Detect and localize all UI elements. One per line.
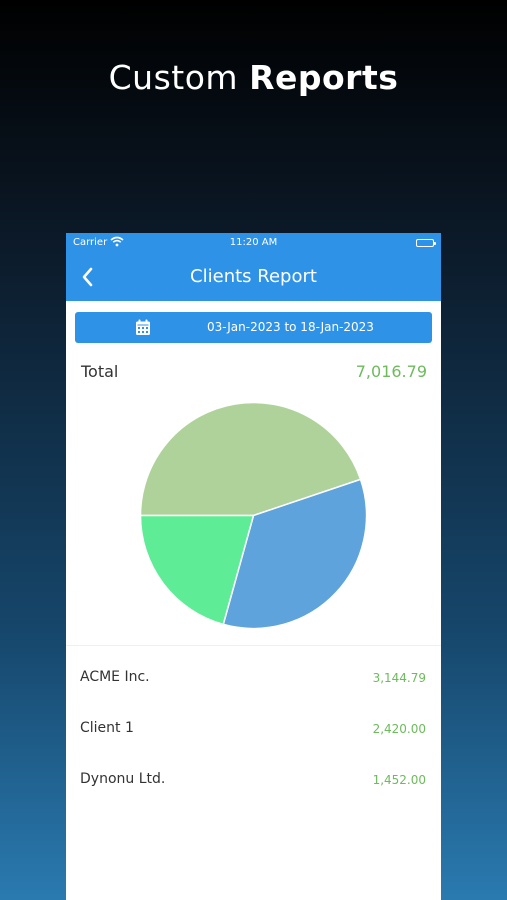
client-name: ACME Inc.: [80, 669, 150, 685]
date-range-button[interactable]: 03-Jan-2023 to 18-Jan-2023: [75, 312, 432, 343]
date-range-label: 03-Jan-2023 to 18-Jan-2023: [207, 320, 374, 334]
client-row-dynonu[interactable]: Dynonu Ltd. 1,452.00: [66, 767, 441, 797]
battery-icon: [416, 239, 436, 247]
client-amount: 3,144.79: [372, 671, 426, 685]
status-bar: Carrier 11:20 AM: [66, 236, 441, 252]
chevron-left-icon: [82, 267, 93, 287]
carrier-label: Carrier: [73, 237, 108, 248]
client-row-client-1[interactable]: Client 1 2,420.00: [66, 716, 441, 746]
headline-bold: Reports: [249, 58, 399, 97]
client-amount: 1,452.00: [372, 773, 426, 787]
client-name: Client 1: [80, 720, 134, 736]
pie-slice-2[interactable]: [222, 478, 368, 630]
back-button[interactable]: [78, 265, 100, 289]
calendar-icon: [135, 319, 151, 340]
navigation-bar: Carrier 11:20 AM Clients Report: [66, 233, 441, 301]
divider: [66, 645, 441, 646]
client-name: Dynonu Ltd.: [80, 771, 166, 787]
clock: 11:20 AM: [229, 237, 278, 248]
phone-screen: Carrier 11:20 AM Clients Report: [66, 233, 441, 900]
pie-slice-1[interactable]: [139, 401, 362, 517]
clients-pie-chart: [139, 401, 368, 630]
total-label: Total: [81, 362, 119, 381]
wifi-icon: [110, 236, 124, 250]
page-title: Clients Report: [190, 266, 317, 287]
pie-slice-3[interactable]: [139, 514, 255, 626]
total-value: 7,016.79: [355, 362, 427, 381]
marketing-headline: Custom Reports: [0, 58, 507, 97]
client-row-acme[interactable]: ACME Inc. 3,144.79: [66, 665, 441, 695]
client-amount: 2,420.00: [372, 722, 426, 736]
headline-light: Custom: [108, 58, 239, 97]
